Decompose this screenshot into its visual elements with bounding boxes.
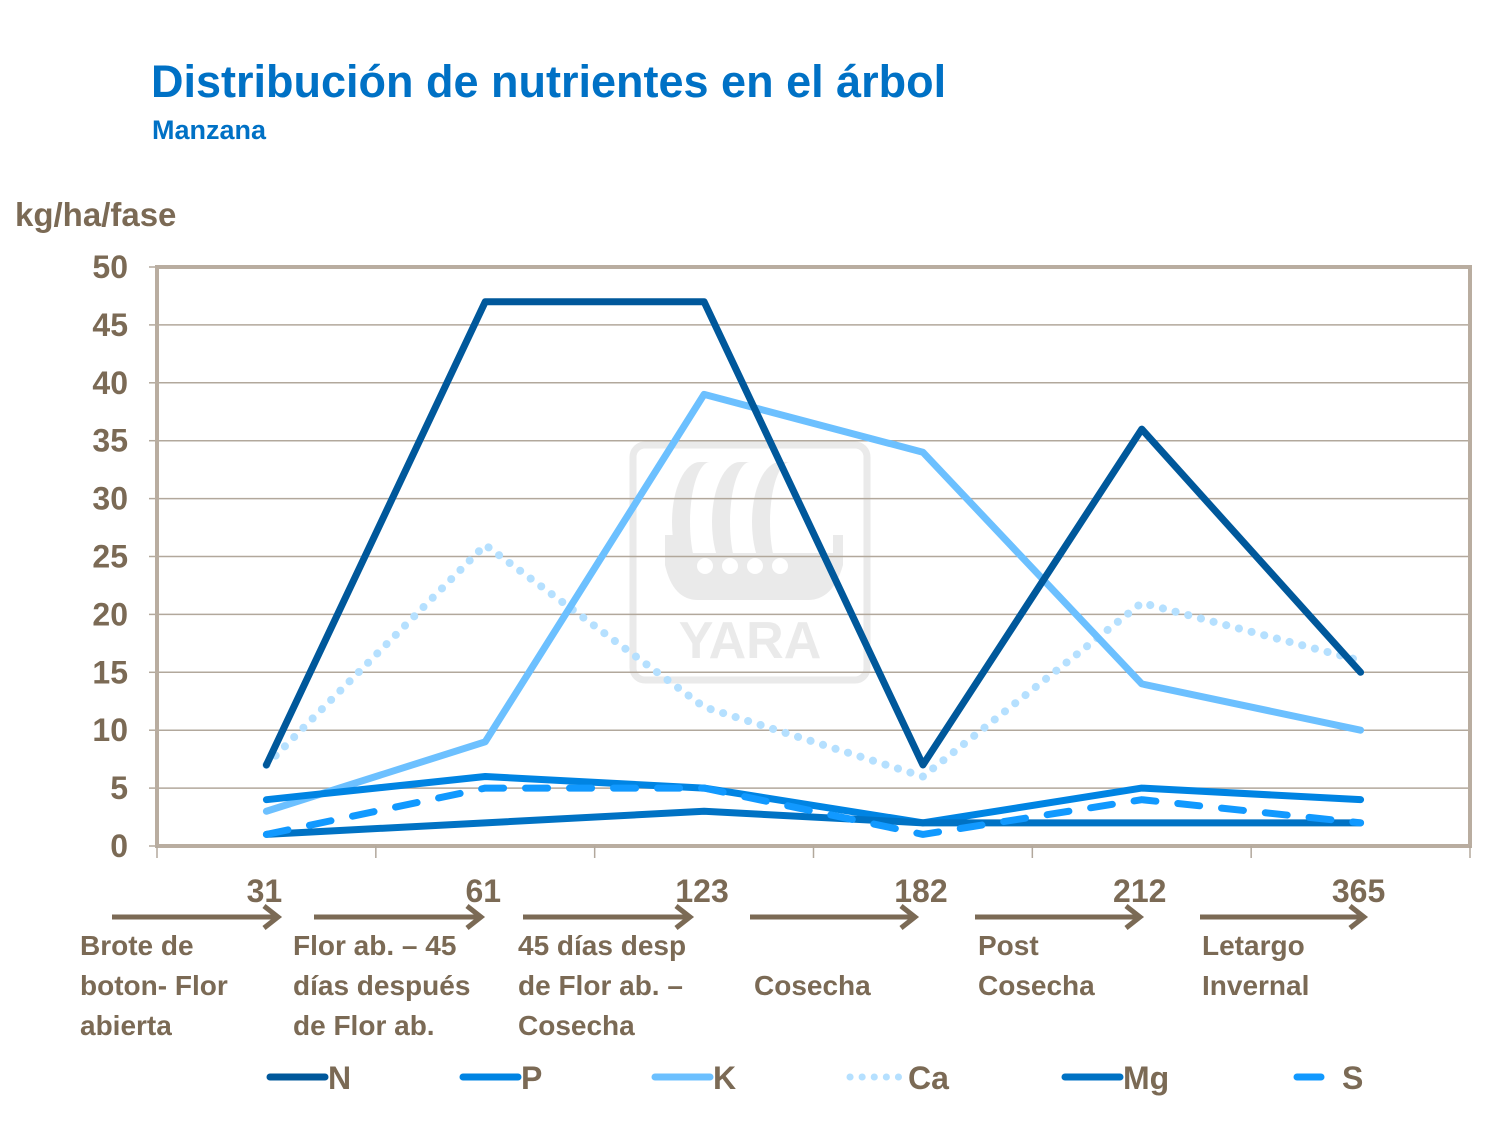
y-tick-label: 0: [110, 828, 128, 864]
arrow-head: [465, 904, 486, 930]
x-tick-label: 182: [894, 873, 947, 909]
phase-arrow: [975, 904, 1145, 930]
series-line-mg: [262, 807, 1365, 838]
x-tick-labels: 31 61 123 182 212 365: [247, 873, 1386, 909]
x-tick-label: 123: [675, 873, 728, 909]
legend-label: S: [1342, 1060, 1363, 1096]
watermark-text: YARA: [679, 612, 822, 670]
y-tick-labels: 0 5 10 15 20 25 30 35 40 45 50: [92, 249, 128, 864]
legend-label: K: [713, 1060, 736, 1096]
phase-arrow: [314, 904, 486, 930]
legend-label: P: [521, 1060, 542, 1096]
legend-item-s: S: [1293, 1060, 1363, 1096]
chart-subtitle: Manzana: [152, 115, 267, 145]
phase-label: Flor ab. – 45 días después de Flor ab.: [293, 930, 471, 1041]
y-axis-label: kg/ha/fase: [15, 196, 177, 233]
x-tick-label: 31: [247, 873, 283, 909]
y-tick-label: 10: [92, 712, 128, 748]
phase-label: Brote de boton- Flor abierta: [80, 930, 228, 1041]
series-line-k: [262, 390, 1365, 815]
y-tick-label: 50: [92, 249, 128, 285]
phase-label: 45 días desp de Flor ab. – Cosecha: [518, 930, 687, 1041]
series-lines: [262, 298, 1365, 838]
y-tick-label: 15: [92, 654, 128, 690]
series-line-ca: [262, 540, 1365, 781]
arrow-head: [899, 904, 920, 930]
y-tick-label: 30: [92, 481, 128, 517]
y-tick-label: 5: [110, 770, 128, 806]
legend-item-p: P: [459, 1060, 542, 1096]
arrow-head: [674, 904, 695, 930]
x-tick-label: 365: [1332, 873, 1385, 909]
chart-title: Distribución de nutrientes en el árbol: [151, 56, 947, 107]
y-tick-label: 35: [92, 423, 128, 459]
y-tick-label: 45: [92, 307, 128, 343]
phase-label: Post Cosecha: [978, 930, 1095, 1001]
phase-arrow: [523, 904, 695, 930]
series-line-n: [262, 298, 1365, 769]
x-tick-label: 212: [1113, 873, 1166, 909]
y-tick-label: 20: [92, 596, 128, 632]
series-line-p: [262, 773, 1365, 827]
phase-arrows: [112, 904, 1369, 930]
legend: N P K Ca Mg S: [266, 1060, 1363, 1096]
phase-label: Letargo Invernal: [1202, 930, 1310, 1001]
legend-label: Ca: [908, 1060, 949, 1096]
legend-label: N: [328, 1060, 351, 1096]
y-tick-label: 25: [92, 539, 128, 575]
yara-logo-watermark: YARA: [629, 441, 871, 684]
series-line-s: [262, 784, 1365, 838]
legend-item-k: K: [651, 1060, 736, 1096]
legend-label: Mg: [1123, 1060, 1169, 1096]
x-tick-label: 61: [465, 873, 501, 909]
arrow-head: [1348, 904, 1369, 930]
phase-arrow: [750, 904, 920, 930]
legend-item-mg: Mg: [1061, 1060, 1169, 1096]
phase-label: Cosecha: [754, 970, 871, 1001]
phase-arrow: [1200, 904, 1369, 930]
arrow-head: [1124, 904, 1145, 930]
axes: [149, 265, 1472, 858]
arrow-head: [262, 904, 283, 930]
legend-item-ca: Ca: [846, 1060, 949, 1096]
grid-lines: [157, 324, 1470, 789]
phase-arrow: [112, 904, 283, 930]
y-tick-label: 40: [92, 365, 128, 401]
legend-item-n: N: [266, 1060, 351, 1096]
